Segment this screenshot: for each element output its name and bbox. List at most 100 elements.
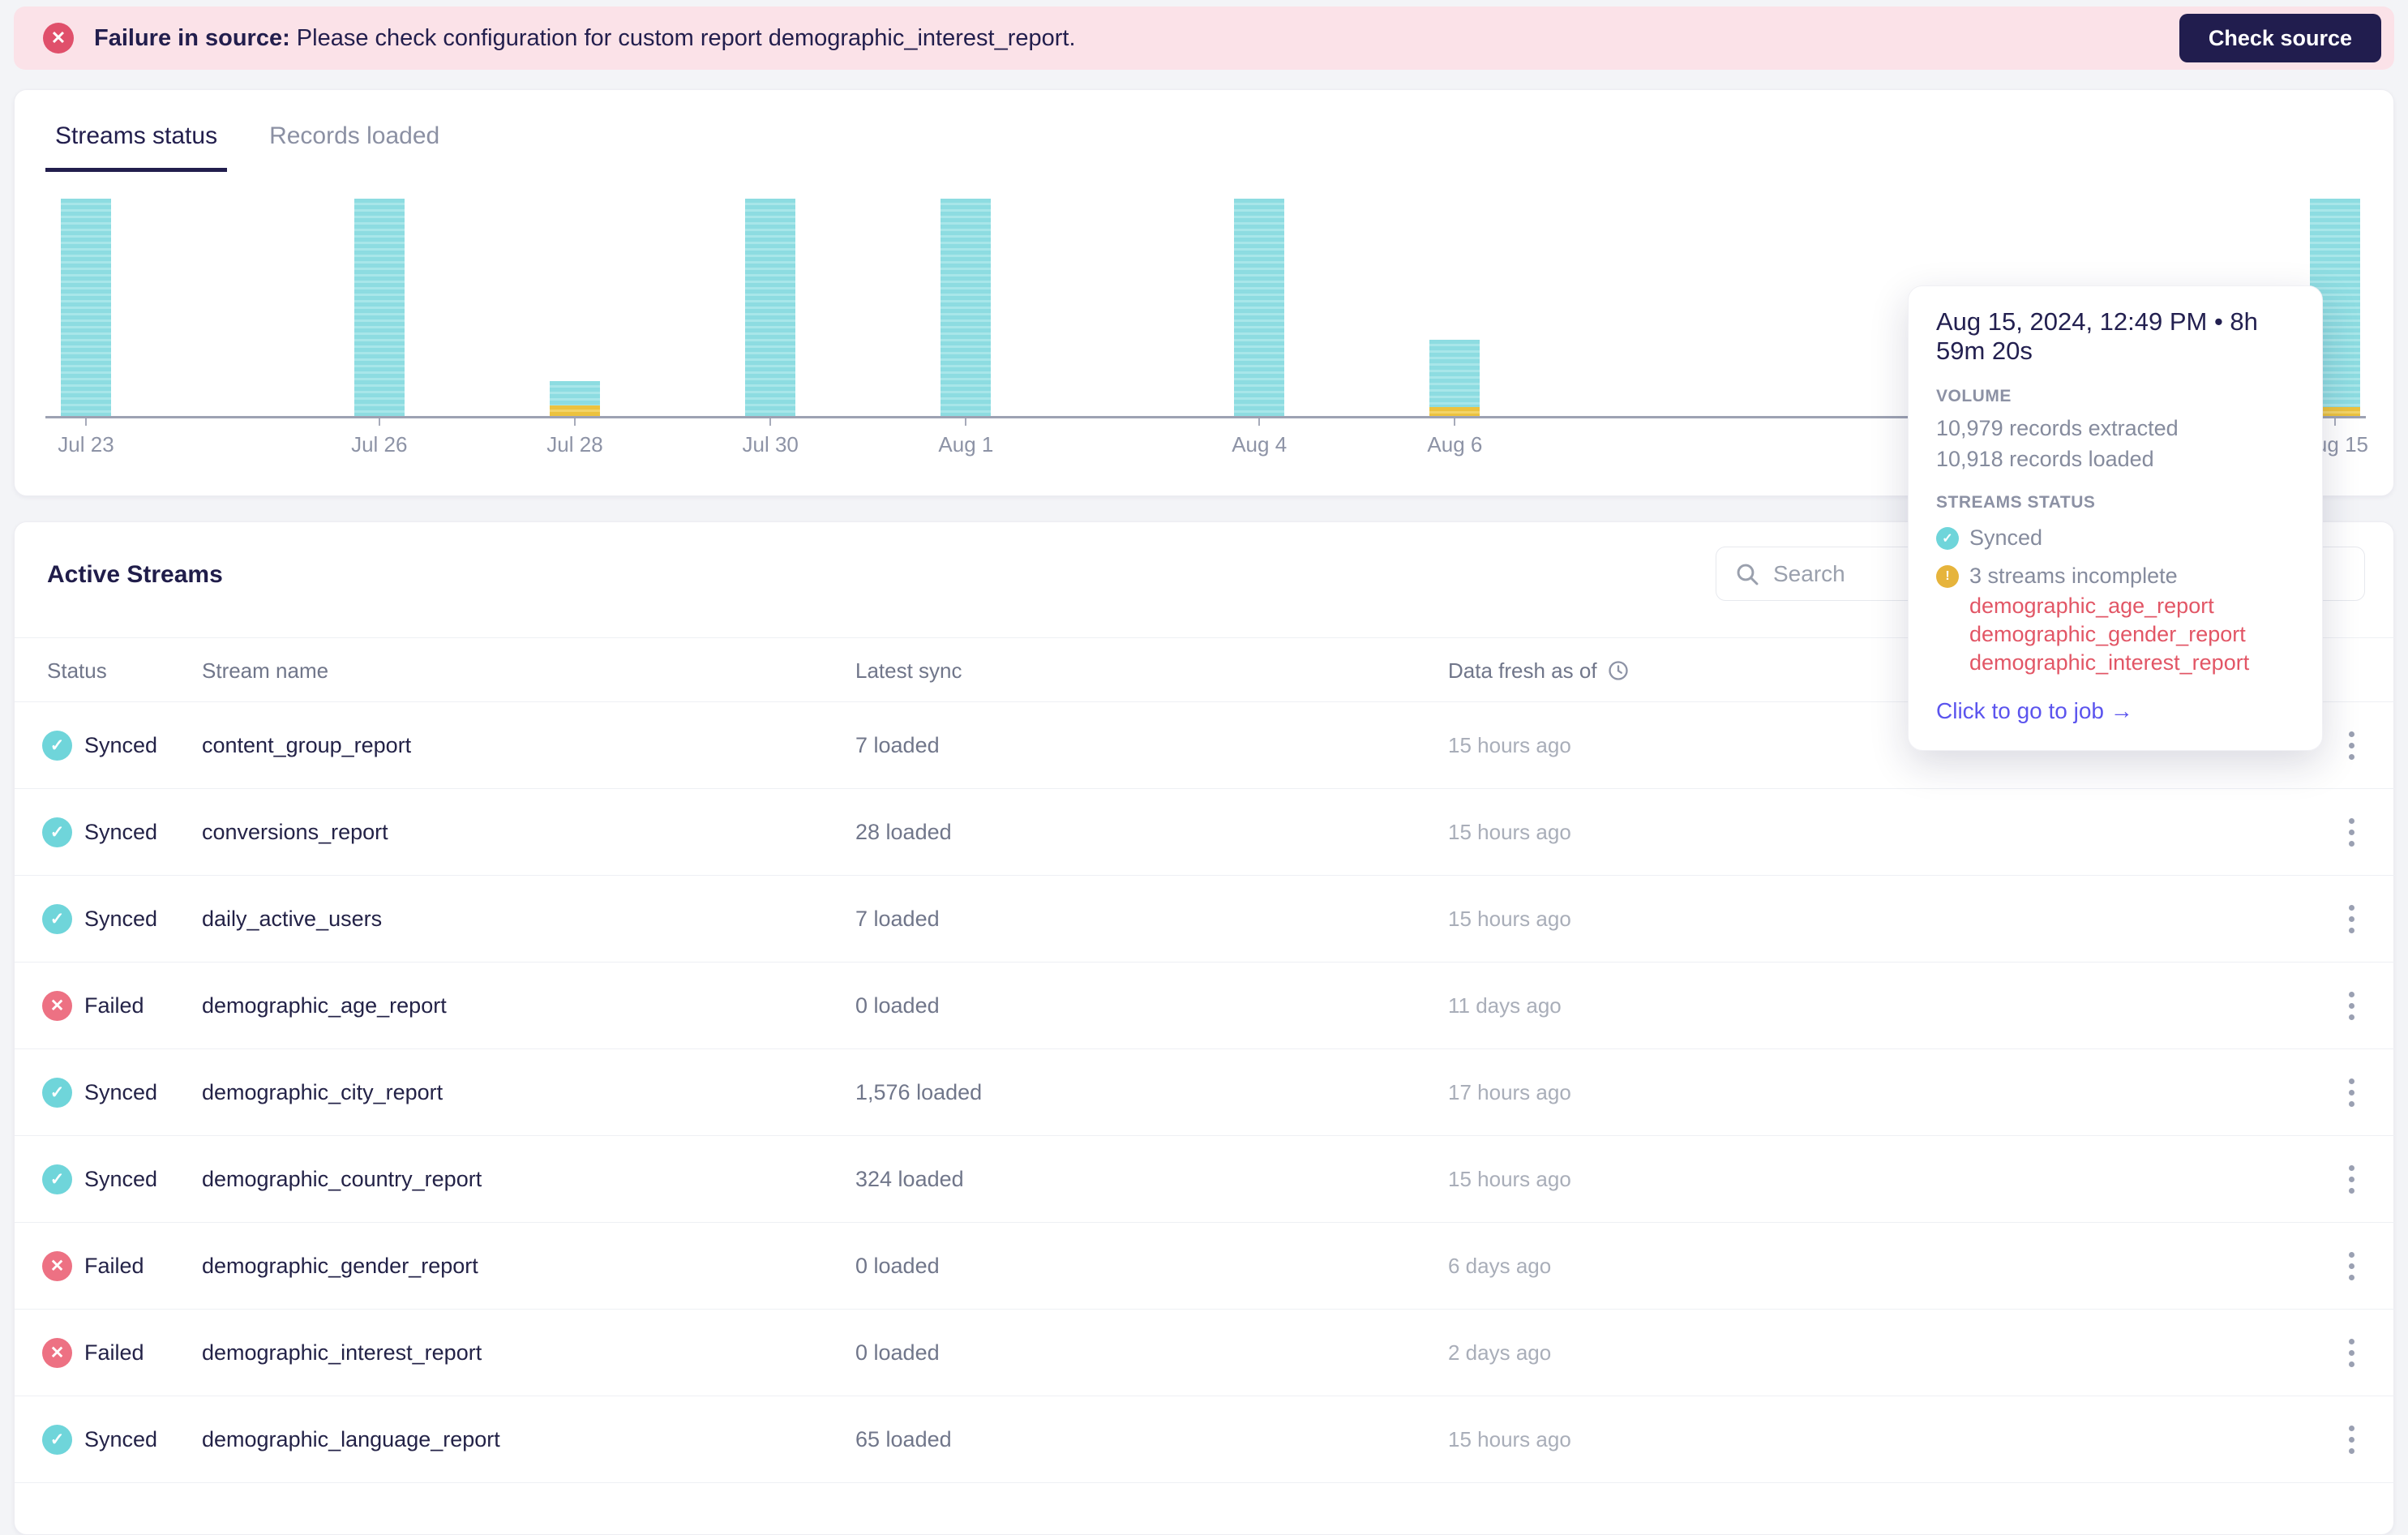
warning-icon: ! xyxy=(1936,564,1959,588)
data-fresh-value: 17 hours ago xyxy=(1448,1080,1571,1104)
synced-icon: ✓ xyxy=(1936,526,1959,550)
status-label: Synced xyxy=(84,820,158,844)
x-axis-tick xyxy=(574,418,576,426)
stream-name: demographic_city_report xyxy=(202,1080,443,1104)
status-label: Synced xyxy=(84,907,158,931)
x-axis-tick xyxy=(378,418,380,426)
tooltip-synced-label: Synced xyxy=(1969,525,2043,550)
column-header-stream-name: Stream name xyxy=(202,658,329,683)
column-header-data-fresh-label: Data fresh as of xyxy=(1448,658,1597,683)
table-row: ✕ Failed demographic_age_report 0 loaded 11 … xyxy=(15,963,2395,1049)
x-axis-line xyxy=(45,416,2366,418)
row-menu-button[interactable] xyxy=(2335,1136,2367,1223)
row-menu-button[interactable] xyxy=(2335,1223,2367,1310)
x-axis-label: Jul 30 xyxy=(742,432,799,457)
tab-records-loaded[interactable]: Records loaded xyxy=(269,122,440,149)
table-row: ✓ Synced demographic_language_report 65 loa… xyxy=(15,1396,2395,1483)
table-row: ✓ Synced content_group_report 7 loaded 15 ho… xyxy=(15,702,2395,789)
column-header-latest-sync: Latest sync xyxy=(855,658,962,683)
row-menu-button[interactable] xyxy=(2335,876,2367,963)
table-row: ✓ Synced demographic_country_report 324 loa… xyxy=(15,1136,2395,1223)
failed-icon: ✕ xyxy=(42,991,72,1021)
latest-sync-value: 324 loaded xyxy=(855,1167,964,1191)
go-to-job-link[interactable]: Click to go to job → xyxy=(1936,698,2133,723)
synced-icon: ✓ xyxy=(42,731,72,761)
error-icon: ✕ xyxy=(43,23,74,54)
data-fresh-value: 15 hours ago xyxy=(1448,820,1571,844)
column-header-data-fresh: Data fresh as of xyxy=(1448,638,1630,703)
chart-bar[interactable] xyxy=(1429,340,1480,416)
row-menu-button[interactable] xyxy=(2335,963,2367,1049)
x-axis-tick xyxy=(2333,418,2336,426)
failed-icon: ✕ xyxy=(42,1251,72,1281)
stream-name: demographic_language_report xyxy=(202,1427,500,1451)
tooltip-volume-label: VOLUME xyxy=(1936,387,2012,405)
status-label: Synced xyxy=(84,1080,158,1104)
chart-bar[interactable] xyxy=(61,199,111,416)
clock-icon xyxy=(1608,661,1628,680)
streams-table-body: ✓ Synced content_group_report 7 loaded 15 ho… xyxy=(15,702,2395,1483)
data-fresh-value: 15 hours ago xyxy=(1448,733,1571,757)
stream-name: demographic_interest_report xyxy=(202,1340,482,1365)
x-axis-tick xyxy=(769,418,772,426)
tooltip-incomplete-label: 3 streams incomplete xyxy=(1969,564,2178,588)
chart-bar[interactable] xyxy=(353,199,405,416)
table-row: ✕ Failed demographic_gender_report 0 loaded… xyxy=(15,1223,2395,1310)
failed-icon: ✕ xyxy=(42,1338,72,1368)
row-menu-button[interactable] xyxy=(2335,1049,2367,1136)
check-source-button[interactable]: Check source xyxy=(2179,14,2381,62)
row-menu-button[interactable] xyxy=(2335,1396,2367,1483)
chart-tabs: Streams status Records loaded xyxy=(45,122,449,172)
latest-sync-value: 7 loaded xyxy=(855,907,940,931)
data-fresh-value: 15 hours ago xyxy=(1448,907,1571,931)
data-fresh-value: 6 days ago xyxy=(1448,1254,1552,1278)
x-axis-tick xyxy=(1258,418,1261,426)
status-label: Failed xyxy=(84,1254,144,1278)
chart-bar-incomplete-segment xyxy=(1429,407,1480,416)
status-label: Synced xyxy=(84,733,158,757)
stream-name: content_group_report xyxy=(202,733,412,757)
x-axis-label: Jul 26 xyxy=(351,432,408,457)
tooltip-records-extracted: 10,979 records extracted xyxy=(1936,416,2179,440)
chart-bar[interactable] xyxy=(745,199,796,416)
synced-icon: ✓ xyxy=(42,817,72,847)
incomplete-stream-link[interactable]: demographic_gender_report xyxy=(1969,622,2246,646)
latest-sync-value: 7 loaded xyxy=(855,733,940,757)
stream-name: daily_active_users xyxy=(202,907,383,931)
status-label: Failed xyxy=(84,993,144,1018)
tooltip-records-loaded: 10,918 records loaded xyxy=(1936,447,2154,471)
table-row: ✕ Failed demographic_interest_report 0 load… xyxy=(15,1310,2395,1396)
tab-streams-status[interactable]: Streams status xyxy=(45,122,228,172)
row-menu-button[interactable] xyxy=(2335,1310,2367,1396)
x-axis-label: Aug 1 xyxy=(938,432,994,457)
data-fresh-value: 15 hours ago xyxy=(1448,1427,1571,1451)
incomplete-stream-link[interactable]: demographic_age_report xyxy=(1969,594,2214,618)
chart-bar[interactable] xyxy=(1234,199,1285,416)
synced-icon: ✓ xyxy=(42,1078,72,1108)
data-fresh-value: 15 hours ago xyxy=(1448,1167,1571,1191)
column-header-status: Status xyxy=(47,658,107,683)
chart-bar[interactable] xyxy=(940,199,992,416)
x-axis-tick xyxy=(85,418,87,426)
table-header: Status Stream name Latest sync Data fres… xyxy=(15,637,2395,702)
latest-sync-value: 0 loaded xyxy=(855,993,940,1018)
alert-banner: ✕ Failure in source: Please check config… xyxy=(14,6,2394,70)
x-axis-label: Jul 23 xyxy=(58,432,114,457)
incomplete-stream-link[interactable]: demographic_interest_report xyxy=(1969,650,2250,675)
row-menu-button[interactable] xyxy=(2335,702,2367,789)
search-icon xyxy=(1737,564,1759,585)
row-menu-button[interactable] xyxy=(2335,789,2367,876)
x-axis-label: Aug 4 xyxy=(1232,432,1288,457)
stream-name: conversions_report xyxy=(202,820,388,844)
table-row: ✓ Synced conversions_report 28 loaded 15 hou… xyxy=(15,789,2395,876)
latest-sync-value: 1,576 loaded xyxy=(855,1080,983,1104)
synced-icon: ✓ xyxy=(42,1164,72,1194)
synced-icon: ✓ xyxy=(42,904,72,934)
tooltip-incomplete-list: demographic_age_report demographic_gender… xyxy=(1969,592,2294,677)
chart-bar-incomplete-segment xyxy=(550,405,600,416)
chart-bar[interactable] xyxy=(550,381,600,416)
x-axis-label: Jul 28 xyxy=(546,432,603,457)
synced-icon: ✓ xyxy=(42,1425,72,1455)
x-axis-label: Aug 6 xyxy=(1427,432,1483,457)
stream-name: demographic_age_report xyxy=(202,993,447,1018)
